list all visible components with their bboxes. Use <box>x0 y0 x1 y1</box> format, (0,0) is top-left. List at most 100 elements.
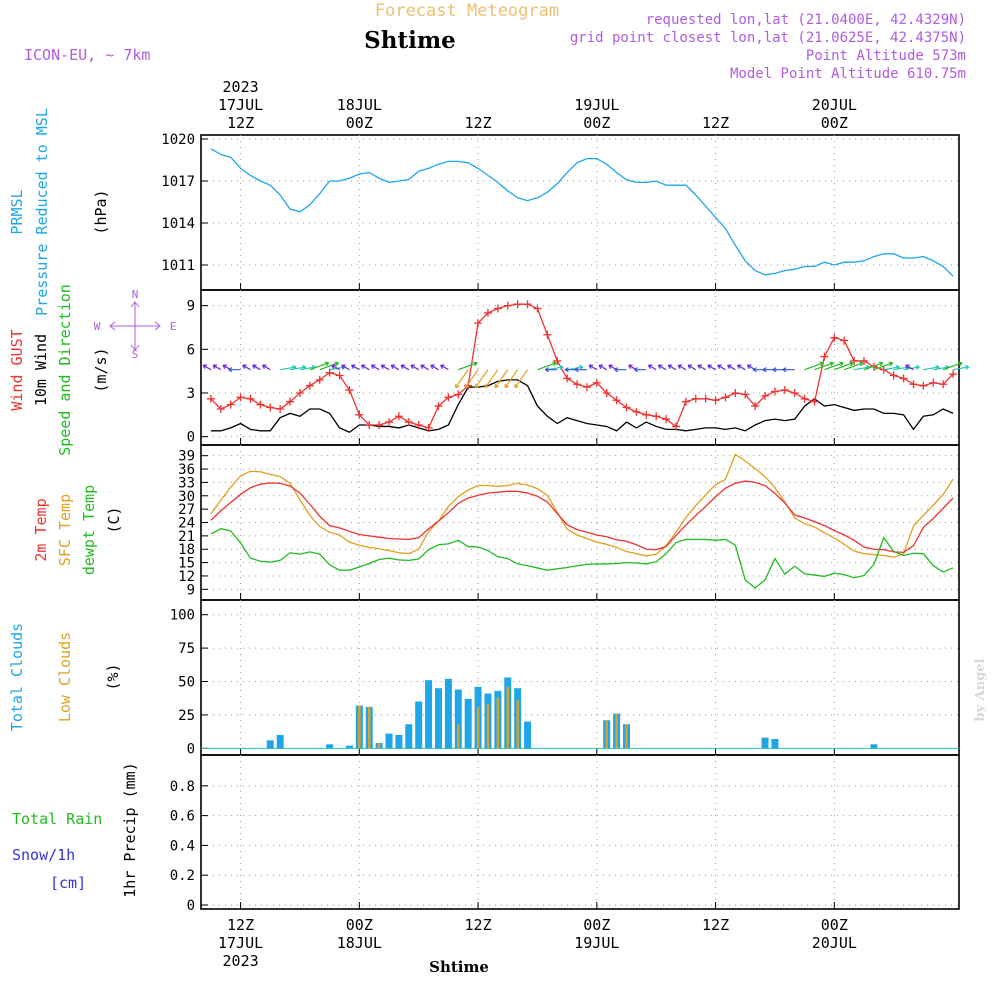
point-altitude: Point Altitude 573m <box>806 48 966 64</box>
total-cloud-bar <box>464 698 472 749</box>
gust-marker <box>394 412 403 421</box>
total-cloud-bar <box>761 737 769 749</box>
location-title: Shtime <box>364 27 456 54</box>
gust-marker <box>325 368 334 377</box>
clouds-ytick-label: 0 <box>187 741 195 757</box>
gust-marker <box>721 393 730 402</box>
wind-unit: (m/s) <box>92 347 110 392</box>
total-cloud-bar <box>266 740 274 749</box>
panel-pressure: 1011 1014 1017 1020 <box>161 132 960 291</box>
gust-marker <box>751 402 760 411</box>
gust-marker <box>286 397 295 406</box>
gust-marker <box>454 390 463 399</box>
compass-s: S <box>132 348 139 361</box>
wind-direction-arrow <box>242 364 251 371</box>
gust-marker <box>770 387 779 396</box>
compass-rose: N S W E <box>94 288 177 361</box>
gust-marker <box>949 370 958 379</box>
temperature-ytick-label: 15 <box>178 556 195 572</box>
wind-direction-arrow <box>952 364 970 371</box>
temperature-ytick-label: 18 <box>178 542 195 558</box>
wind-ytick-label: 6 <box>187 342 195 358</box>
gust-marker <box>662 415 671 424</box>
wind-direction-arrow <box>588 364 598 371</box>
wind-direction-arrow <box>598 364 608 371</box>
total-cloud-bar <box>870 744 878 749</box>
gust-marker <box>543 330 552 339</box>
gust-label: Wind GUST <box>8 329 26 410</box>
low-cloud-bar <box>506 686 509 749</box>
wind-direction-arrow <box>494 369 509 389</box>
wind-direction-arrow <box>351 364 360 371</box>
wind-direction-arrow <box>804 361 824 371</box>
total-cloud-bar <box>276 734 284 749</box>
wind-label: 10m Wind <box>32 334 50 406</box>
gust-marker <box>919 381 928 390</box>
precip-frame <box>200 754 960 910</box>
bottom-time-tick-label: 12Z <box>465 916 492 934</box>
low-cloud-bar <box>377 742 381 749</box>
temperature-ytick-label: 27 <box>178 502 195 518</box>
wind-direction-arrow <box>400 364 410 371</box>
gust-marker <box>404 418 413 427</box>
plot-area: 1011101410171020036991215182124273033363… <box>161 78 970 970</box>
pressure-frame <box>200 134 960 291</box>
low-cloud-bar <box>457 724 460 749</box>
panel-clouds: 0 25 50 75 100 <box>170 599 960 757</box>
total-cloud-bar <box>415 701 423 749</box>
total-cloud-bar <box>425 680 433 749</box>
t2m-line <box>210 480 954 554</box>
clouds-ytick-label: 100 <box>170 608 195 624</box>
t2m-label: 2m Temp <box>32 498 50 561</box>
gust-marker <box>483 308 492 317</box>
gust-marker <box>365 420 374 429</box>
wind-direction-arrow <box>370 364 380 371</box>
bottom-time-tick-label: 12Z <box>702 916 729 934</box>
top-time-tick-label: 18JUL <box>337 96 382 114</box>
wind-dir-label: Speed and Direction <box>56 284 74 456</box>
wind-direction-arrow <box>544 367 558 373</box>
low-cloud-bar <box>615 713 618 749</box>
gust-marker <box>652 412 661 421</box>
gust-marker <box>434 402 443 411</box>
gust-marker <box>533 304 542 313</box>
precip-ytick-label: 0.4 <box>170 838 195 854</box>
top-time-tick-label: 00Z <box>346 114 373 132</box>
wind-speed-line <box>210 379 954 434</box>
gust-marker <box>612 396 621 405</box>
gust-marker <box>385 418 394 427</box>
model-label: ICON-EU, ~ 7km <box>24 46 150 64</box>
wind-direction-arrow <box>814 361 834 371</box>
total-cloud-bar <box>444 678 452 749</box>
gust-marker <box>226 400 235 409</box>
precip-unit: 1hr Precip (mm) <box>121 762 139 897</box>
wind-direction-arrow <box>667 364 677 371</box>
pressure-line <box>210 148 954 277</box>
gust-marker <box>701 394 710 403</box>
top-time-tick-label: 12Z <box>227 114 254 132</box>
compass-e: E <box>170 320 177 333</box>
gust-marker <box>761 391 770 400</box>
gust-marker <box>820 352 829 361</box>
wind-direction-arrow <box>202 364 212 371</box>
wind-direction-arrow <box>360 364 370 371</box>
clouds-ytick-label: 75 <box>178 641 195 657</box>
top-time-tick-label: 19JUL <box>574 96 619 114</box>
pressure-label-1: PRMSL <box>8 189 26 234</box>
clouds-ytick-label: 25 <box>178 708 195 724</box>
wind-direction-arrow <box>863 361 884 371</box>
gust-marker <box>632 407 641 416</box>
pressure-unit: (hPa) <box>92 189 110 234</box>
gust-marker <box>236 393 245 402</box>
cloud-labels: Total Clouds Low Clouds (%) <box>8 623 122 731</box>
gust-marker <box>889 371 898 380</box>
wind-direction-arrow <box>228 367 241 373</box>
temperature-ytick-label: 39 <box>178 449 195 465</box>
gust-marker <box>800 394 809 403</box>
low-cloud-bar <box>496 697 500 749</box>
low-cloud-bar <box>625 724 628 749</box>
total-cloud-bar <box>326 744 334 749</box>
total-cloud-bar <box>454 689 462 749</box>
gust-marker <box>553 356 562 365</box>
